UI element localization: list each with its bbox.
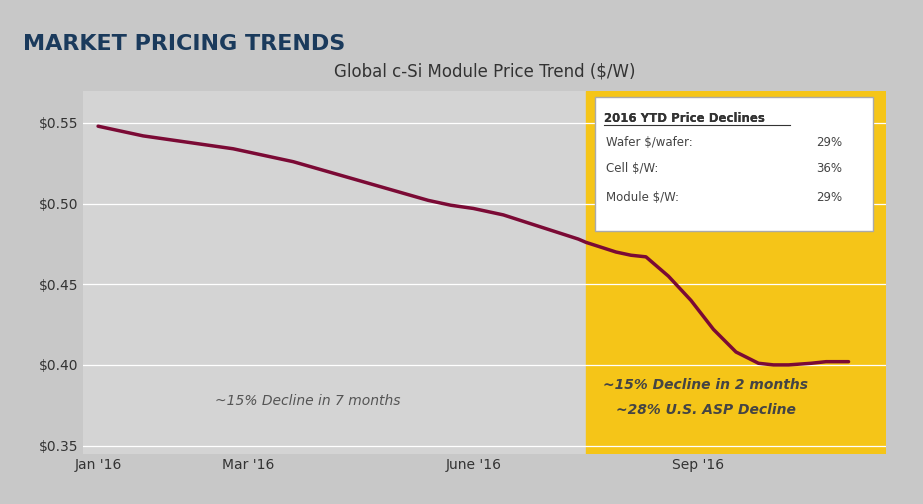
- Text: ~28% U.S. ASP Decline: ~28% U.S. ASP Decline: [616, 403, 796, 416]
- Bar: [586, 91, 886, 454]
- Text: Wafer $/wafer:: Wafer $/wafer:: [606, 136, 693, 149]
- Text: 2016 YTD Price Declines: 2016 YTD Price Declines: [604, 112, 765, 124]
- Text: MARKET PRICING TRENDS: MARKET PRICING TRENDS: [23, 34, 345, 54]
- Text: ~15% Decline in 2 months: ~15% Decline in 2 months: [604, 379, 809, 392]
- FancyBboxPatch shape: [594, 97, 873, 231]
- Bar: [586, 91, 886, 454]
- Text: 36%: 36%: [817, 162, 843, 175]
- Text: Module $/W:: Module $/W:: [606, 191, 679, 204]
- Text: 29%: 29%: [817, 136, 843, 149]
- Text: 29%: 29%: [817, 191, 843, 204]
- Text: ~15% Decline in 7 months: ~15% Decline in 7 months: [215, 395, 401, 408]
- Text: Cell $/W:: Cell $/W:: [606, 162, 658, 175]
- Title: Global c-Si Module Price Trend ($/W): Global c-Si Module Price Trend ($/W): [334, 63, 635, 81]
- Text: 2016 YTD Price Declines: 2016 YTD Price Declines: [604, 112, 765, 124]
